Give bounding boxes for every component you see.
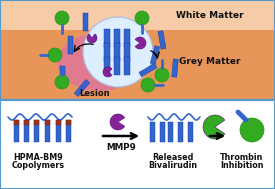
Bar bbox=[0, 0, 275, 100]
Bar bbox=[56, 120, 60, 142]
Text: Grey Matter: Grey Matter bbox=[179, 57, 241, 67]
Bar bbox=[0, 0, 275, 100]
Bar bbox=[124, 43, 130, 61]
Circle shape bbox=[55, 11, 69, 25]
Text: Copolymers: Copolymers bbox=[12, 160, 65, 170]
Bar bbox=[114, 29, 120, 47]
Bar bbox=[114, 57, 120, 75]
Bar bbox=[0, 100, 275, 189]
Bar bbox=[177, 122, 183, 142]
Bar bbox=[172, 59, 178, 77]
Wedge shape bbox=[110, 114, 125, 130]
Circle shape bbox=[55, 75, 69, 89]
Bar bbox=[0, 100, 275, 189]
Bar bbox=[0, 0, 275, 30]
Bar bbox=[104, 57, 110, 75]
Text: Thrombin: Thrombin bbox=[220, 153, 264, 161]
Bar bbox=[124, 29, 130, 47]
Bar bbox=[82, 13, 87, 31]
Text: Released: Released bbox=[152, 153, 194, 161]
Bar bbox=[124, 57, 130, 75]
Bar bbox=[74, 80, 90, 97]
Bar bbox=[45, 120, 50, 142]
Text: Lesion: Lesion bbox=[80, 88, 110, 98]
Wedge shape bbox=[135, 37, 146, 49]
Bar bbox=[150, 122, 155, 142]
Circle shape bbox=[155, 68, 169, 82]
Bar bbox=[104, 29, 110, 47]
Bar bbox=[188, 122, 192, 142]
Text: White Matter: White Matter bbox=[176, 11, 244, 19]
Circle shape bbox=[48, 48, 62, 62]
Bar bbox=[139, 63, 157, 77]
Bar bbox=[67, 36, 73, 54]
Bar bbox=[167, 122, 172, 142]
Bar bbox=[65, 120, 70, 142]
Circle shape bbox=[141, 78, 155, 92]
Wedge shape bbox=[103, 67, 112, 77]
Bar bbox=[34, 120, 38, 125]
Circle shape bbox=[135, 11, 149, 25]
Bar bbox=[23, 120, 29, 142]
Bar bbox=[34, 120, 38, 142]
Bar bbox=[56, 120, 60, 125]
Bar bbox=[158, 31, 166, 49]
Wedge shape bbox=[87, 34, 97, 43]
Bar bbox=[13, 120, 18, 142]
Bar bbox=[65, 120, 70, 125]
Bar bbox=[150, 46, 160, 64]
Bar bbox=[13, 120, 18, 125]
Circle shape bbox=[83, 17, 153, 87]
Bar bbox=[59, 66, 65, 84]
Bar bbox=[23, 120, 29, 125]
Text: Bivalirudin: Bivalirudin bbox=[148, 160, 197, 170]
Bar bbox=[160, 122, 164, 142]
Text: HPMA-BM9: HPMA-BM9 bbox=[13, 153, 63, 161]
Ellipse shape bbox=[57, 33, 142, 91]
Text: Inhibition: Inhibition bbox=[220, 160, 264, 170]
Bar bbox=[104, 43, 110, 61]
Wedge shape bbox=[203, 115, 225, 139]
Text: MMP9: MMP9 bbox=[106, 143, 136, 153]
Circle shape bbox=[240, 118, 264, 142]
Bar bbox=[45, 120, 50, 125]
Bar bbox=[114, 43, 120, 61]
